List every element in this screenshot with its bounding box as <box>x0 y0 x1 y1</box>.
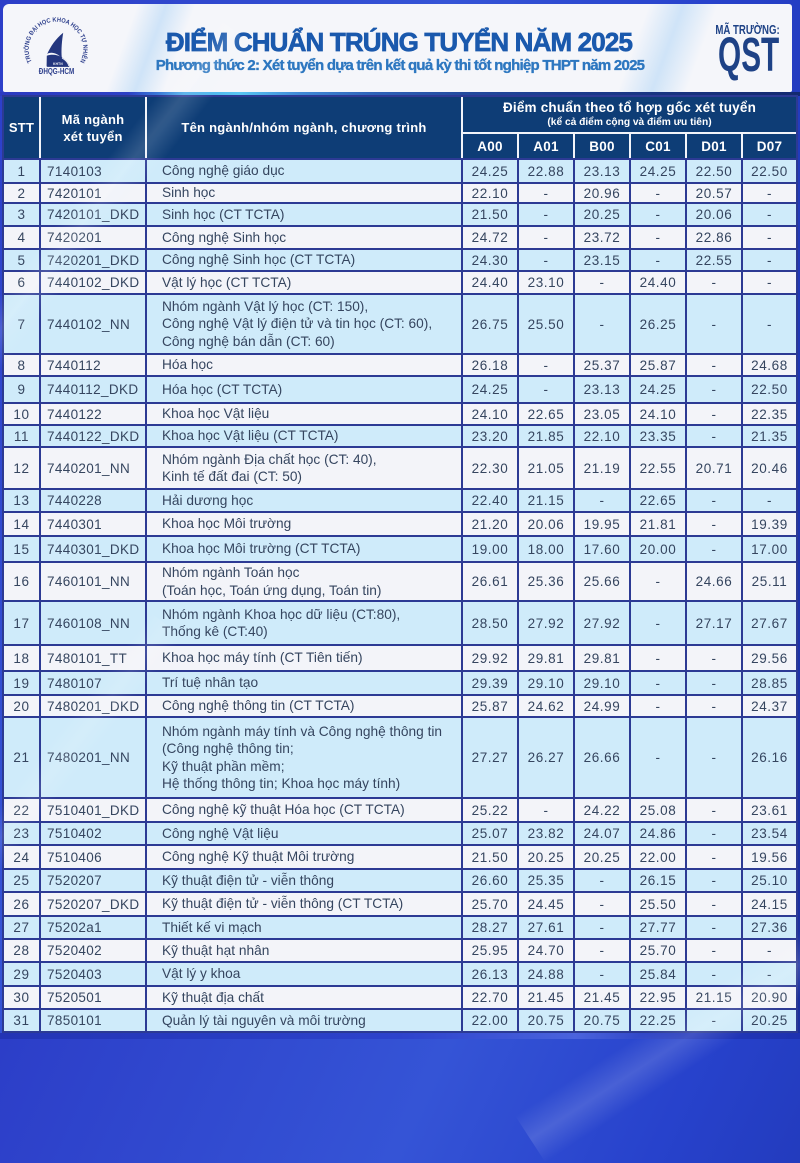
svg-text:ĐHQG-HCM: ĐHQG-HCM <box>39 67 75 76</box>
svg-text:KHTN: KHTN <box>53 62 63 66</box>
